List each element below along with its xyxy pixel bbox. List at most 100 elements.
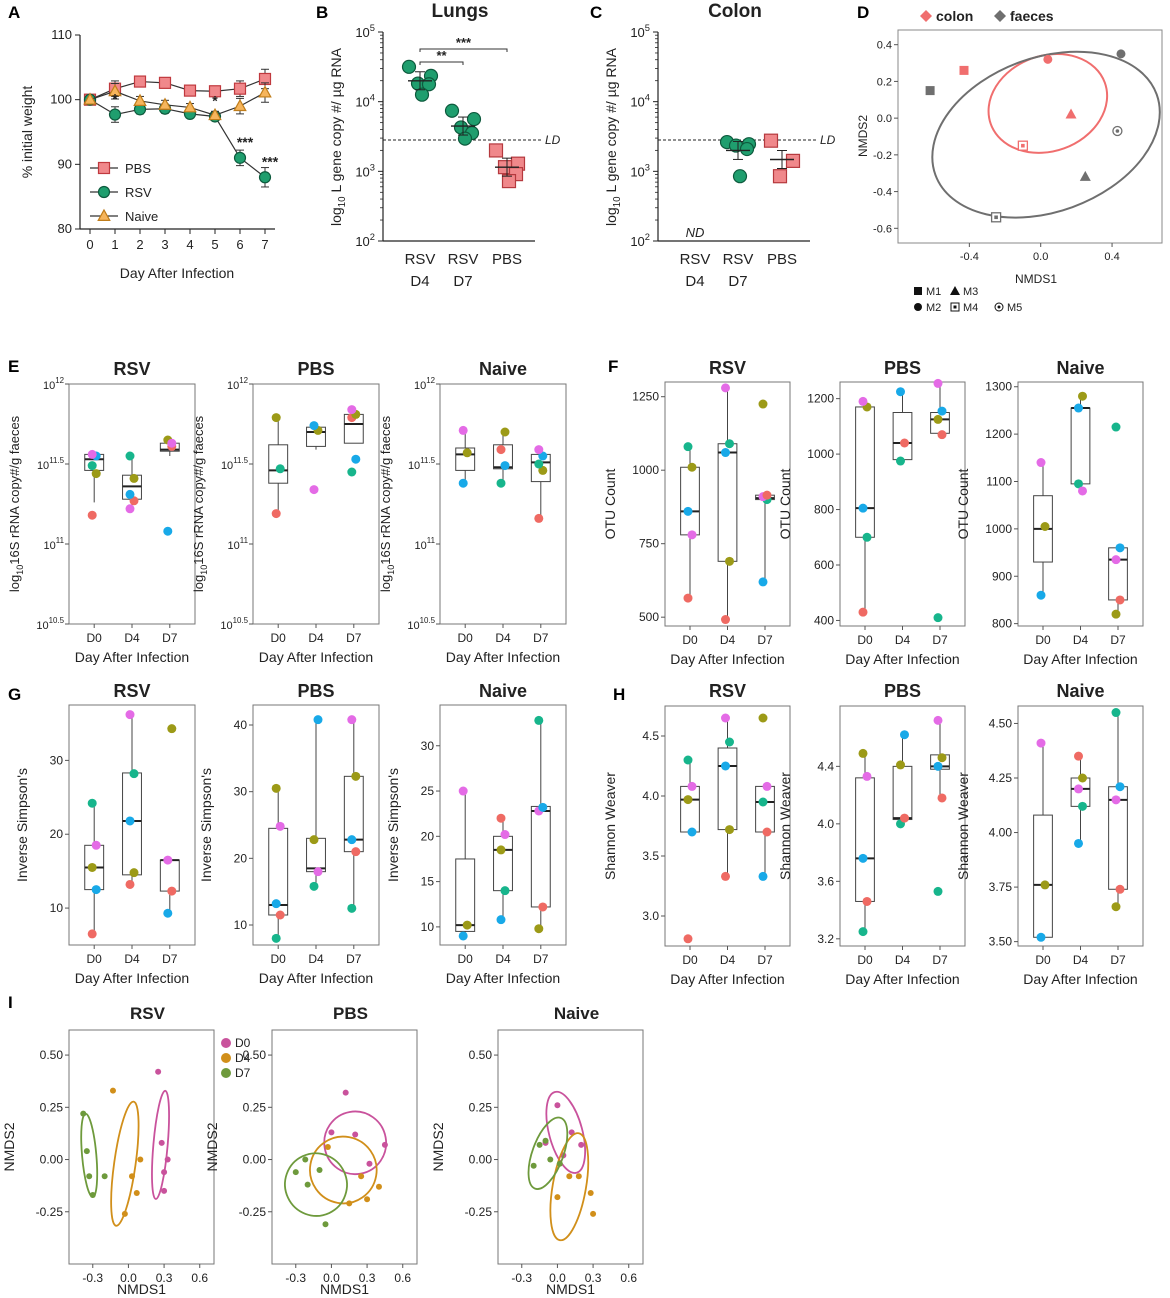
significance-star: * — [112, 91, 118, 107]
data-point-teal — [683, 755, 693, 765]
y-tick-label: 1011.5 — [221, 456, 249, 472]
legend-faeces-swatch — [994, 10, 1006, 22]
data-point-olive — [129, 473, 139, 483]
x-tick-label: 0.3 — [156, 1271, 173, 1285]
data-point-blue — [1115, 543, 1125, 553]
x-tick-label: D7 — [1110, 633, 1126, 647]
x-tick-label: 6 — [236, 237, 243, 252]
data-point-d4 — [375, 1183, 382, 1190]
data-point-d0 — [554, 1102, 561, 1109]
data-point-d7 — [542, 1137, 549, 1144]
data-point-olive — [687, 462, 697, 472]
subplot-pbs: PBS 3.2 3.6 4.0 4.4 D0 D4 D7 Day After Infection… — [777, 681, 966, 987]
y-tick-label: 800 — [814, 503, 834, 517]
data-point-teal — [87, 798, 97, 808]
data-point-d4 — [590, 1210, 597, 1217]
y-axis-title: log10 L gene copy #/ µg RNA — [603, 47, 623, 226]
chart-title: Naive — [1056, 358, 1104, 378]
y-tick-label: 0.50 — [469, 1048, 493, 1062]
data-point-blue — [858, 503, 868, 513]
chart-title: Lungs — [432, 1, 489, 22]
data-point-blue — [163, 526, 173, 536]
data-point-naive — [158, 97, 172, 110]
x-tick-label: 0.6 — [191, 1271, 208, 1285]
significance-bracket — [419, 48, 508, 52]
y-tick-label-base: 10 — [220, 620, 232, 632]
x-tick-label: D4 — [495, 631, 511, 645]
data-point-olive — [534, 924, 544, 934]
data-point-salmon — [496, 445, 506, 455]
data-point-blue — [1036, 590, 1046, 600]
chart-title: RSV — [130, 1004, 166, 1023]
x-tick-label: 0.6 — [620, 1271, 637, 1285]
x-axis-title: Day After Infection — [446, 649, 560, 665]
data-point — [739, 141, 755, 157]
data-point-teal — [125, 451, 135, 461]
data-point-d4 — [364, 1196, 371, 1203]
significance-label: ** — [436, 48, 447, 63]
data-point-salmon — [129, 496, 139, 506]
data-point-salmon — [900, 813, 909, 823]
data-point-pink — [1036, 738, 1046, 748]
y-tick-label: 0.25 — [469, 1100, 493, 1114]
data-point-blue — [721, 448, 730, 458]
legend-label-rsv: RSV — [125, 185, 152, 200]
legend-label-naive: Naive — [125, 209, 158, 224]
x-tick-label: 0.6 — [394, 1271, 411, 1285]
y-tick-label-base: 10 — [44, 540, 56, 552]
significance-label: *** — [456, 35, 472, 50]
panel-letter-d: D — [857, 3, 869, 22]
data-point-olive — [1040, 522, 1050, 532]
y-tick-label-exp: 11.5 — [233, 456, 248, 465]
plot-frame — [68, 1029, 215, 1265]
y-tick-label: 30 — [50, 753, 64, 767]
data-point-blue — [351, 454, 361, 464]
data-point — [414, 87, 430, 102]
point-colon-m2 — [1043, 54, 1053, 64]
x-tick-label: D0 — [458, 952, 474, 966]
subplot-rsv: RSV 10 20 30 D0 D4 D7 Day After Infection Invers… — [14, 681, 196, 986]
data-point-d0 — [155, 1068, 162, 1075]
x-tick-label: D0 — [682, 953, 698, 967]
data-point-salmon — [351, 847, 361, 857]
point-faeces-m1 — [925, 86, 935, 96]
data-point-salmon — [167, 886, 177, 896]
box — [680, 785, 700, 833]
subplot-naive: Naive 10 15 20 25 30 D0 D4 D7 Day After Infection… — [385, 681, 567, 986]
y-tick-label: -0.6 — [873, 223, 892, 235]
y-tick-label: 40 — [234, 718, 248, 732]
y-tick-label-base: 10 — [630, 95, 644, 110]
box — [855, 406, 875, 538]
data-point-salmon — [762, 490, 772, 500]
y-tick-label: 1012 — [414, 376, 435, 392]
data-point-olive — [725, 556, 734, 566]
data-point-naive — [108, 83, 122, 97]
data-point-d7 — [83, 1148, 90, 1155]
y-tick-label-exp: 12 — [426, 376, 435, 385]
x-axis-title: Day After Infection — [446, 970, 560, 986]
data-point-d4 — [587, 1189, 594, 1196]
x-tick-label: D4 — [895, 953, 911, 967]
legend-shape-m2 — [914, 303, 922, 311]
chart-title: Colon — [708, 1, 762, 22]
data-point-pink — [500, 830, 510, 840]
x-tick-label: -0.3 — [82, 1271, 103, 1285]
data-point-salmon — [496, 813, 506, 823]
y-tick-label: 1000 — [985, 522, 1012, 536]
y-tick-label-base: 10 — [355, 95, 369, 110]
y-tick-label-base: 10 — [355, 234, 369, 249]
data-point-d7 — [556, 1160, 563, 1167]
data-point-blue — [896, 387, 905, 397]
y-tick-label: 30 — [234, 785, 248, 799]
x-tick-label: -0.4 — [960, 251, 979, 263]
legend-marker-rsv — [97, 185, 111, 199]
x-tick-label: D4 — [308, 952, 324, 966]
data-point-olive — [91, 469, 101, 479]
panel-i-nmds-timepoint-charts: RSV -0.3 0.0 0.3 0.6 -0.25 0.00 0.25 0.50 NMDS1 NM… — [1, 1004, 644, 1297]
x-tick-label: D0 — [1035, 953, 1051, 967]
data-point-d7 — [322, 1221, 329, 1228]
box — [1033, 814, 1053, 938]
legend-colon-swatch — [920, 10, 932, 22]
y-tick-label: 103 — [630, 162, 650, 179]
